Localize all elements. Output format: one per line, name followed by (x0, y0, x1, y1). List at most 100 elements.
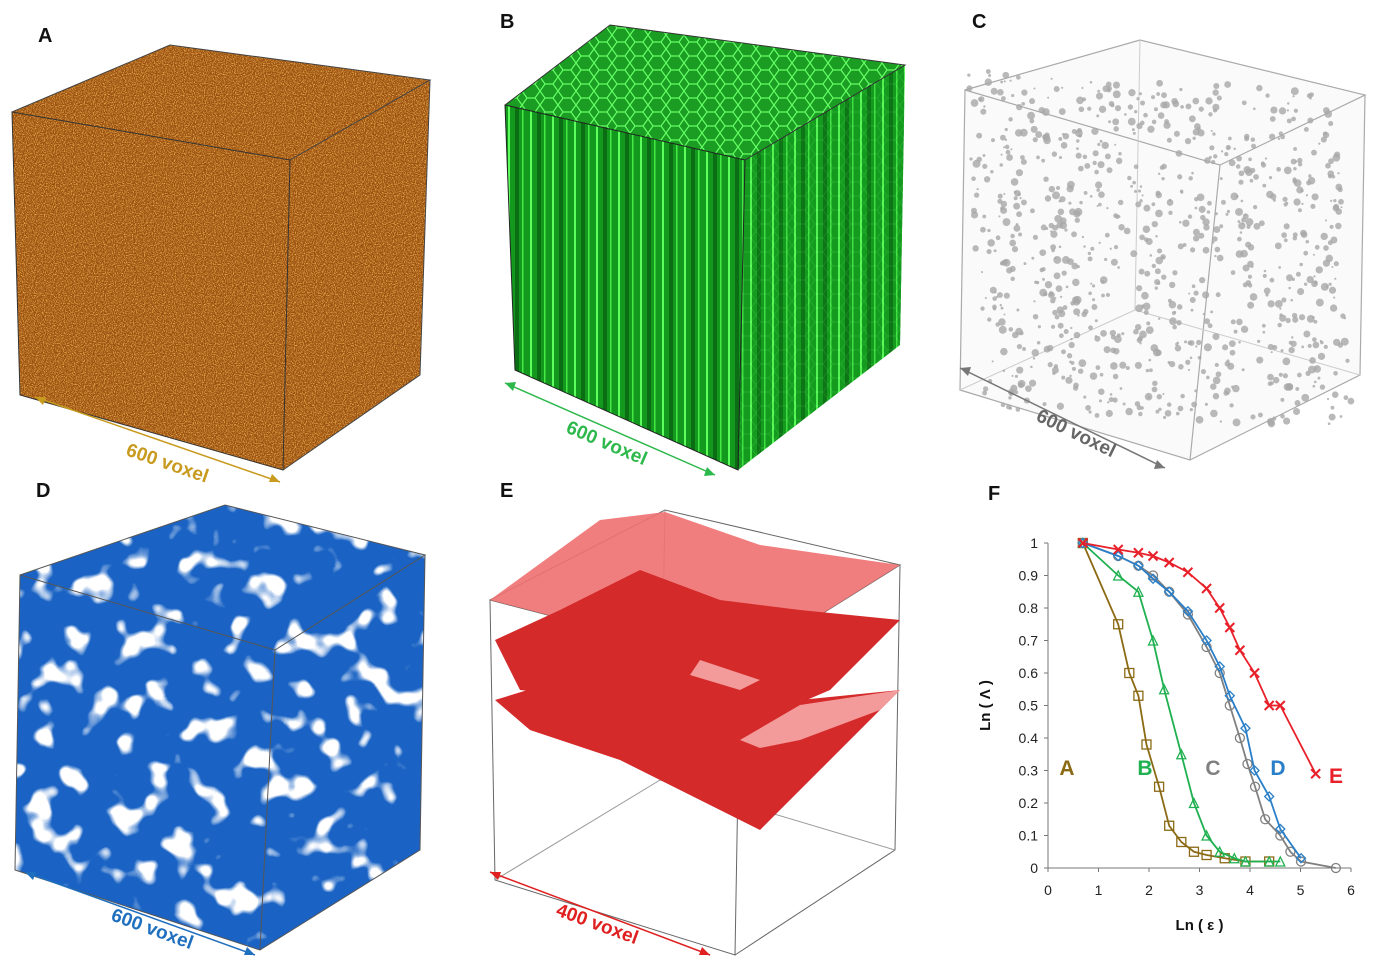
pore (1281, 298, 1286, 303)
pore (1220, 420, 1222, 422)
pore (1250, 179, 1254, 183)
pore (1069, 342, 1075, 348)
pore (1047, 97, 1049, 99)
pore (1318, 377, 1321, 380)
pore (1197, 127, 1201, 131)
pore (1293, 232, 1298, 237)
pore (1211, 130, 1213, 132)
pore (1308, 344, 1312, 348)
pore (1155, 268, 1161, 274)
pore (1021, 159, 1027, 165)
pore (1215, 247, 1221, 253)
pore (1090, 81, 1093, 84)
x-tick-label: 0 (1044, 882, 1052, 898)
pore (1059, 108, 1066, 115)
pore (1051, 325, 1055, 329)
pore (1203, 247, 1210, 254)
pore (1110, 362, 1118, 370)
pore (1090, 283, 1092, 285)
pore (983, 105, 985, 107)
pore (1213, 377, 1221, 385)
pore (1136, 123, 1142, 129)
pore (1042, 108, 1050, 116)
pore (1141, 292, 1149, 300)
pore (1031, 126, 1038, 133)
pore (1095, 413, 1100, 418)
pore (1146, 369, 1149, 372)
pore (1095, 181, 1102, 188)
pore (1277, 323, 1282, 328)
pore (1250, 414, 1255, 419)
pore (1235, 195, 1238, 198)
pore (1157, 248, 1162, 253)
pore (1139, 92, 1142, 95)
pore (1178, 243, 1184, 249)
pore (1017, 344, 1022, 349)
pore (1326, 285, 1329, 288)
pore (1203, 313, 1205, 315)
pore (1009, 327, 1014, 332)
pore (997, 89, 1004, 96)
pore (1242, 100, 1247, 105)
pore (994, 291, 996, 293)
pore (1272, 345, 1277, 350)
pore (1050, 231, 1057, 238)
pore (1238, 180, 1243, 185)
pore (980, 109, 986, 115)
pore (1052, 225, 1058, 231)
pore (1147, 126, 1154, 133)
pore (1071, 231, 1077, 237)
pore (1038, 325, 1041, 328)
pore (1121, 332, 1124, 335)
pore (1099, 106, 1106, 113)
y-tick-label: 0.1 (1019, 828, 1039, 844)
pore (973, 160, 981, 168)
pore (1314, 381, 1317, 384)
pore (1105, 153, 1111, 159)
pore (999, 326, 1007, 334)
pore (1132, 128, 1135, 131)
pore (1224, 152, 1228, 156)
pore (1021, 102, 1025, 106)
pore (1106, 293, 1110, 297)
pore (1279, 308, 1281, 310)
pore (1003, 218, 1011, 226)
pore (991, 88, 998, 95)
pore (1256, 85, 1262, 91)
pore (1090, 372, 1097, 379)
pore (1283, 202, 1287, 206)
pore (1045, 195, 1051, 201)
pore (1005, 139, 1007, 141)
pore (982, 215, 986, 219)
pore (1338, 199, 1344, 205)
pore (1072, 279, 1079, 286)
x-axis-label: Ln ( ε ) (1176, 917, 1224, 934)
pore (1204, 157, 1211, 164)
point (1235, 646, 1244, 655)
pore (967, 74, 970, 77)
x-tick-label: 2 (1145, 882, 1153, 898)
pore (1229, 340, 1236, 347)
pore (1052, 151, 1057, 156)
pore (1024, 262, 1027, 265)
pore (1048, 362, 1053, 367)
pore (1224, 388, 1231, 395)
pore (1018, 382, 1024, 388)
pore (1061, 87, 1063, 89)
pore (1191, 309, 1194, 312)
pore (1279, 315, 1286, 322)
pore (1088, 256, 1093, 261)
pore (1155, 210, 1163, 218)
pore (1016, 211, 1022, 217)
pore (1016, 309, 1019, 312)
pore (971, 211, 978, 218)
pore (1227, 210, 1230, 213)
pore (1292, 95, 1294, 97)
point (1165, 558, 1174, 567)
pore (1333, 339, 1340, 346)
y-tick-label: 0 (1030, 860, 1038, 876)
pore (1190, 297, 1196, 303)
pore (986, 249, 991, 254)
pore (1301, 394, 1309, 402)
pore (1185, 103, 1191, 109)
